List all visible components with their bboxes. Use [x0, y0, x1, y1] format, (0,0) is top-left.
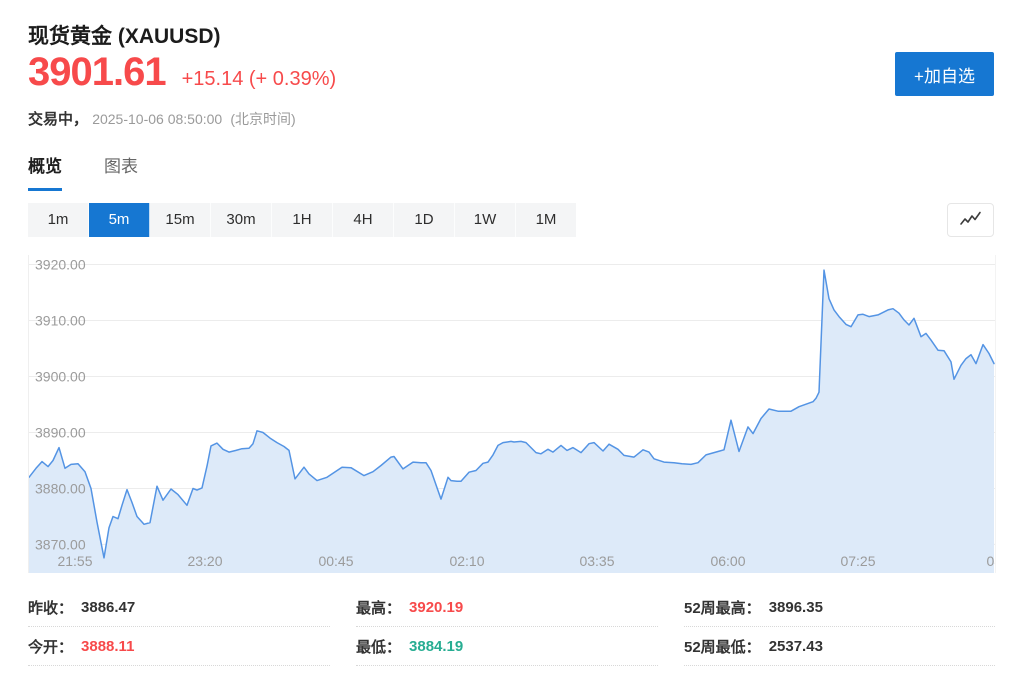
price-row: 3901.61 +15.14 (+ 0.39%)	[28, 50, 336, 95]
stat-cell: 最高： 3920.19	[356, 588, 658, 627]
interval-30m[interactable]: 30m	[211, 203, 272, 237]
x-axis-label: 00:45	[318, 553, 353, 569]
interval-1m[interactable]: 1M	[535, 211, 557, 228]
interval-1m[interactable]: 1m	[28, 203, 89, 237]
stat-value: 3920.19	[409, 598, 464, 616]
quote-timestamp: 2025-10-06 08:50:00	[92, 111, 223, 127]
x-axis-label: 06:00	[710, 553, 745, 569]
stat-value: 3884.19	[409, 637, 464, 655]
price-change: +15.14 (+ 0.39%)	[181, 68, 337, 90]
interval-1d[interactable]: 1D	[394, 203, 455, 237]
x-axis-label: 07:25	[840, 553, 875, 569]
chart-type-button[interactable]	[947, 203, 994, 237]
stat-cell: 52周最低： 2537.43	[684, 627, 995, 666]
y-axis-label: 3880.00	[35, 481, 86, 497]
x-axis-label: 03:35	[579, 553, 614, 569]
interval-15m[interactable]: 15m	[150, 203, 211, 237]
x-axis-label: 08:50	[986, 553, 996, 569]
stats-grid: 昨收： 3886.47 最高： 3920.19 52周最高： 3896.35 今开： 3888…	[28, 588, 995, 666]
interval-toolbar: 1m 5m 15m 30m 1H 4H 1D 1W 1M	[28, 203, 576, 237]
stat-value: 3888.11	[81, 637, 135, 655]
stat-label: 最高：	[356, 599, 402, 617]
y-axis-label: 3890.00	[35, 425, 86, 441]
x-axis-label: 02:10	[449, 553, 484, 569]
interval-1h[interactable]: 1H	[272, 203, 333, 237]
price-area	[29, 270, 994, 573]
stat-cell: 最低： 3884.19	[356, 627, 658, 666]
stat-value: 2537.43	[768, 637, 823, 655]
trading-status: 交易中，	[28, 111, 89, 128]
line-chart-icon	[958, 211, 984, 229]
y-axis-label: 3900.00	[35, 369, 86, 385]
stat-cell: 昨收： 3886.47	[28, 588, 330, 627]
stat-cell: 今开： 3888.11	[28, 627, 330, 666]
tab-chart[interactable]: 图表	[104, 157, 138, 176]
price-line	[29, 269, 995, 559]
price-chart[interactable]: 3920.00 3910.00 3900.00 3890.00 3880.00 3870.…	[28, 255, 996, 573]
price-chart-svg[interactable]: 3920.00 3910.00 3900.00 3890.00 3880.00 3870.…	[29, 255, 995, 573]
interval-4h[interactable]: 4H	[333, 203, 394, 237]
stat-label: 昨收：	[28, 599, 74, 617]
stat-label: 52周最高：	[684, 599, 761, 617]
status-row: 交易中， 2025-10-06 08:50:00 (北京时间)	[28, 108, 296, 129]
stat-label: 最低：	[356, 638, 402, 656]
last-price: 3901.61	[28, 50, 167, 94]
x-axis-label: 21:55	[57, 553, 92, 569]
interval-1w[interactable]: 1W	[455, 203, 516, 237]
y-axis-label: 3920.00	[35, 257, 86, 273]
x-axis-label: 23:20	[187, 553, 222, 569]
stat-value: 3886.47	[81, 598, 136, 616]
y-axis-label: 3870.00	[35, 536, 86, 552]
instrument-title: 现货黄金 (XAUUSD)	[28, 25, 221, 48]
tab-overview[interactable]: 概览	[28, 152, 62, 191]
tab-bar: 概览 图表	[28, 152, 138, 191]
y-axis-label: 3910.00	[35, 313, 86, 329]
add-watchlist-button[interactable]: +加自选	[895, 52, 994, 96]
stat-value: 3896.35	[768, 598, 823, 616]
quote-timezone: (北京时间)	[230, 111, 296, 127]
stat-label: 52周最低：	[684, 638, 761, 656]
stat-label: 今开：	[28, 638, 74, 656]
interval-5m[interactable]: 5m	[89, 203, 150, 237]
stat-cell: 52周最高： 3896.35	[684, 588, 995, 627]
